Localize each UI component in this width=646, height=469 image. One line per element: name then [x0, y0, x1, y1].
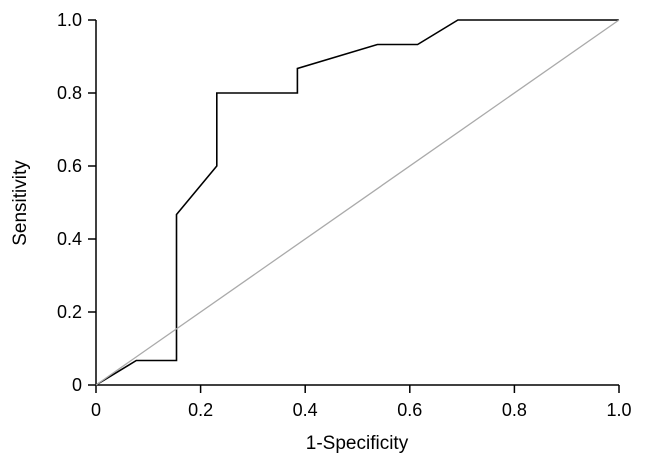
reference-diagonal-line — [95, 19, 620, 386]
y-tick-label: 0.6 — [57, 156, 82, 176]
y-axis-title: Sensitivity — [10, 160, 31, 246]
y-tick-label: 0 — [72, 375, 82, 395]
y-tick-label: 0.4 — [57, 229, 82, 249]
roc-curve-line — [95, 19, 619, 386]
y-tick-label: 0.2 — [57, 302, 82, 322]
x-tick-label: 0.2 — [188, 400, 213, 420]
x-axis-title: 1-Specificity — [306, 433, 409, 454]
x-tick-label: 0.6 — [397, 400, 422, 420]
x-tick-label: 0.8 — [502, 400, 527, 420]
y-tick-label: 0.8 — [57, 83, 82, 103]
y-tick-label: 1.0 — [57, 10, 82, 30]
x-tick-label: 0.4 — [293, 400, 318, 420]
x-tick-label: 1.0 — [606, 400, 631, 420]
axes: 0 0.2 0.4 0.6 0.8 1.0 0 0.2 0.4 0.6 0.8 1.0 — [57, 10, 632, 420]
series-layer — [95, 19, 620, 386]
x-tick-label: 0 — [91, 400, 101, 420]
